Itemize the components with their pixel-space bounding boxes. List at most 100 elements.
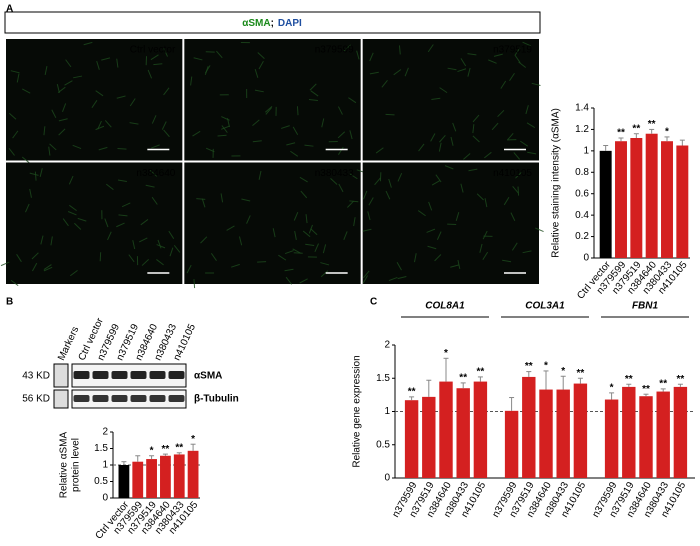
fiber	[281, 125, 290, 129]
fiber	[65, 59, 72, 68]
fiber	[8, 148, 15, 156]
fiber	[525, 105, 529, 115]
fiber	[29, 188, 32, 198]
fiber	[337, 106, 343, 115]
fiber	[29, 172, 39, 176]
fiber	[226, 118, 230, 128]
fiber	[476, 193, 484, 201]
y-axis-label: protein level	[71, 438, 82, 492]
fiber	[314, 243, 319, 252]
fiber	[349, 173, 358, 180]
fiber	[140, 219, 149, 226]
y-tick-label: 1.4	[575, 103, 589, 114]
y-tick-label: 0	[583, 253, 589, 264]
fiber	[430, 133, 436, 142]
bar	[604, 399, 619, 478]
fiber	[349, 130, 353, 140]
fiber	[518, 61, 526, 68]
fiber	[258, 170, 262, 180]
fiber	[506, 132, 514, 141]
fiber	[286, 142, 296, 146]
micrograph	[6, 39, 183, 161]
y-tick-label: 0.5	[376, 439, 390, 450]
panel-label: C	[370, 297, 377, 308]
fiber	[484, 198, 488, 208]
fiber	[450, 264, 460, 268]
fiber	[132, 240, 136, 250]
fiber	[444, 165, 454, 170]
fiber	[435, 174, 442, 183]
fiber	[439, 135, 446, 143]
image-label: n380433	[315, 168, 354, 179]
significance: **	[408, 387, 416, 398]
band	[111, 395, 128, 402]
fiber	[482, 230, 488, 240]
bar	[422, 396, 436, 478]
protein-label: αSMA	[194, 371, 222, 382]
marker-size: 56 KD	[22, 394, 50, 405]
fiber	[517, 186, 520, 196]
fiber	[363, 190, 368, 200]
micrograph	[6, 162, 183, 284]
fiber	[527, 151, 537, 155]
bar	[522, 376, 536, 478]
fiber	[264, 106, 273, 113]
fiber	[43, 266, 53, 272]
fiber	[51, 109, 57, 119]
fiber	[452, 122, 457, 132]
bar	[504, 410, 519, 478]
fiber	[509, 72, 515, 82]
fiber	[414, 253, 417, 263]
fiber	[151, 196, 158, 205]
significance: **	[617, 128, 625, 139]
y-tick-label: 1	[102, 460, 108, 471]
band	[149, 371, 166, 379]
fiber	[39, 168, 43, 178]
bar	[132, 461, 144, 498]
fiber	[129, 122, 139, 125]
fiber	[210, 253, 217, 261]
y-axis-label: Relative gene expression	[352, 355, 363, 467]
fiber	[290, 150, 299, 157]
significance: *	[544, 361, 548, 372]
bar	[673, 386, 688, 478]
y-tick-label: 2	[384, 340, 390, 351]
bar	[599, 150, 612, 258]
fiber	[426, 228, 436, 233]
fiber	[330, 178, 338, 185]
fiber	[367, 211, 371, 221]
fiber	[96, 60, 100, 70]
fiber	[220, 193, 224, 203]
fiber	[72, 144, 82, 150]
fiber	[300, 190, 308, 199]
fiber	[200, 236, 208, 244]
fiber	[374, 177, 381, 186]
fiber	[404, 67, 409, 77]
fiber	[455, 212, 460, 221]
fiber	[105, 183, 114, 191]
fiber	[69, 204, 77, 212]
fiber	[320, 262, 330, 266]
fiber	[8, 112, 17, 120]
fiber	[10, 279, 19, 287]
fiber	[337, 146, 344, 155]
fiber	[484, 151, 492, 159]
fiber	[43, 264, 52, 270]
panel-label: B	[6, 297, 13, 308]
bar	[456, 388, 470, 478]
fiber	[129, 98, 136, 107]
fiber	[43, 126, 46, 136]
fiber	[460, 58, 467, 67]
fiber	[221, 125, 230, 130]
fiber	[168, 230, 175, 239]
fiber	[147, 69, 153, 79]
fiber	[305, 243, 315, 247]
fiber	[163, 87, 170, 96]
fiber	[479, 243, 483, 253]
fiber	[196, 198, 206, 200]
fiber	[272, 228, 276, 238]
panel-label: A	[6, 4, 13, 15]
fiber	[511, 242, 518, 251]
fiber	[468, 168, 478, 172]
fiber	[157, 239, 162, 249]
